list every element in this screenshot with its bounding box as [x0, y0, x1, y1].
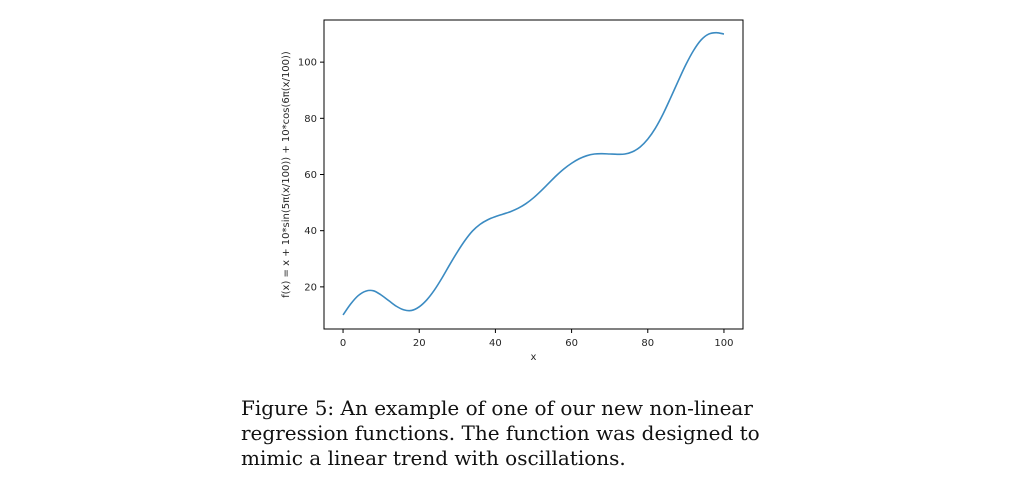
y-tick-label: 80: [304, 114, 317, 125]
caption-line: regression functions. The function was d…: [241, 421, 760, 445]
figure-caption: Figure 5: An example of one of our new n…: [241, 396, 821, 471]
plot-area: [323, 19, 744, 330]
y-tick-label: 20: [304, 282, 317, 293]
x-tick-label: 20: [413, 338, 426, 349]
y-axis-ticks: 20 40 60 80 100: [298, 58, 324, 293]
caption-line: Figure 5: An example of one of our new n…: [241, 396, 753, 420]
x-axis-label: x: [531, 352, 537, 363]
x-tick-label: 0: [340, 338, 346, 349]
line-chart: 0 20 40 60 80 100 20 40 60 80 100 x f(x) = x + 10…: [281, 19, 744, 363]
caption-line: mimic a linear trend with oscillations.: [241, 446, 626, 470]
y-axis-label: f(x) = x + 10*sin(5π(x/100)) + 10*cos(6π…: [281, 51, 292, 298]
x-tick-label: 80: [641, 338, 654, 349]
x-tick-label: 60: [565, 338, 578, 349]
x-axis-ticks: 0 20 40 60 80 100: [340, 329, 734, 349]
y-tick-label: 60: [304, 170, 317, 181]
y-tick-label: 40: [304, 226, 317, 237]
x-tick-label: 40: [489, 338, 502, 349]
y-tick-label: 100: [298, 58, 317, 69]
series-line: [342, 31, 725, 316]
x-tick-label: 100: [714, 338, 733, 349]
